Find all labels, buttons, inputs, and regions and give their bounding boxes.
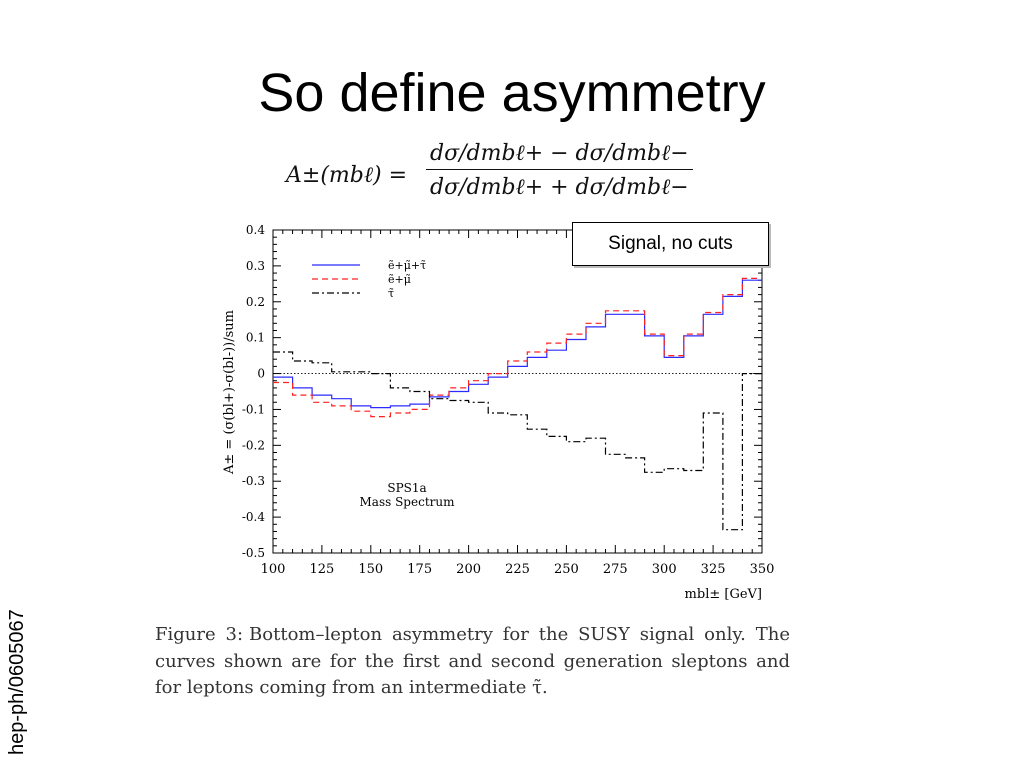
legend-label: ẽ+μ̃ (388, 273, 411, 286)
y-tick-label: -0.2 (242, 438, 265, 452)
x-tick-label: 275 (603, 562, 628, 577)
arxiv-side-label: hep-ph/0605067 (6, 609, 28, 755)
x-tick-label: 175 (407, 562, 432, 577)
caption-text: Bottom–lepton asymmetry for the SUSY sig… (155, 624, 791, 698)
legend-label: τ̃ (388, 287, 394, 300)
x-tick-label: 325 (701, 562, 726, 577)
x-tick-label: 100 (261, 562, 286, 577)
y-tick-label: 0 (257, 367, 265, 381)
series-line-solid (273, 279, 762, 409)
formula-numerator: dσ/dmbℓ+ − dσ/dmbℓ− (426, 140, 693, 170)
series-line-dashdot (273, 351, 762, 531)
x-tick-label: 250 (554, 562, 579, 577)
chart-annotation-line1: SPS1a (387, 481, 426, 495)
y-tick-label: 0.4 (246, 223, 265, 237)
y-tick-label: 0.3 (246, 259, 265, 273)
x-tick-label: 350 (750, 562, 775, 577)
y-tick-label: -0.3 (242, 474, 265, 488)
legend-label: ẽ+μ̃+τ̃ (388, 259, 426, 272)
y-tick-label: 0.2 (246, 295, 265, 309)
formula-fraction: dσ/dmbℓ+ − dσ/dmbℓ− dσ/dmbℓ+ + dσ/dmbℓ− (426, 140, 693, 200)
x-tick-label: 125 (309, 562, 334, 577)
signal-annotation-box: Signal, no cuts (572, 222, 769, 266)
x-tick-label: 300 (652, 562, 677, 577)
y-tick-label: -0.5 (242, 546, 265, 560)
slide-title: So define asymmetry (258, 63, 766, 123)
figure-caption: Figure 3: Bottom–lepton asymmetry for the… (155, 622, 790, 702)
x-tick-label: 225 (505, 562, 530, 577)
y-tick-label: 0.1 (246, 331, 265, 345)
x-tick-label: 200 (456, 562, 481, 577)
series-line-dashed (273, 277, 762, 418)
y-axis-label: A± = (σ(bl+)-σ(bl-))/sum (222, 310, 237, 475)
caption-label: Figure 3: (155, 624, 244, 645)
x-axis-label: mbl± [GeV] (685, 587, 762, 602)
y-tick-label: -0.1 (242, 402, 265, 416)
chart-annotation-line2: Mass Spectrum (360, 495, 456, 509)
x-tick-label: 150 (358, 562, 383, 577)
y-tick-label: -0.4 (242, 510, 266, 524)
formula-denominator: dσ/dmbℓ+ + dσ/dmbℓ− (430, 175, 689, 200)
formula-lhs: A±(mbℓ) = (286, 163, 408, 188)
